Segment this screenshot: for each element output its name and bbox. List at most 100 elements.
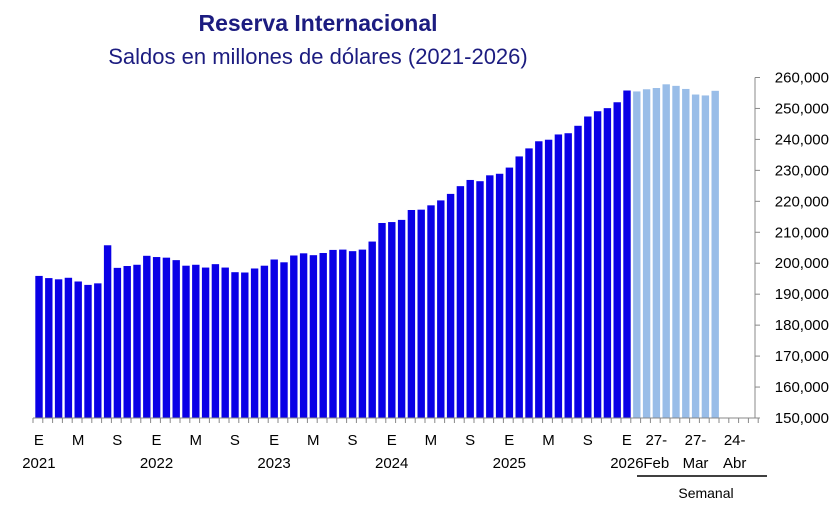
- x-tick-label: S: [230, 432, 240, 449]
- y-tick-label: 160,000: [775, 379, 829, 396]
- bar-monthly: [388, 222, 396, 418]
- x-tick-label: E: [504, 432, 514, 449]
- bar-monthly: [466, 179, 474, 418]
- x-tick-label: E: [622, 432, 632, 449]
- bar-monthly: [192, 264, 200, 418]
- bar-monthly: [201, 267, 210, 418]
- bar-monthly: [299, 253, 308, 418]
- bar-monthly: [319, 253, 327, 418]
- x-tick-label: 27-: [645, 432, 667, 449]
- bar-monthly: [368, 241, 376, 418]
- y-tick-label: 200,000: [775, 255, 829, 272]
- bar-monthly: [397, 219, 406, 418]
- x-tick-label: S: [465, 432, 475, 449]
- x-tick-label: Abr: [723, 455, 746, 472]
- bar-monthly: [407, 209, 416, 418]
- x-axis-ticks: E 2021 M S E 2022 M S E 2023 M S E 2024 M S E 2025 M S E 2026…: [22, 432, 746, 472]
- bar-monthly: [152, 257, 161, 418]
- y-tick-label: 170,000: [775, 348, 829, 365]
- bar-monthly: [495, 173, 504, 418]
- bar-monthly: [280, 262, 288, 418]
- bar-monthly: [84, 284, 92, 418]
- bar-monthly: [554, 134, 563, 418]
- bar-monthly: [290, 255, 298, 418]
- bar-monthly: [231, 272, 239, 418]
- bar-weekly: [701, 95, 710, 418]
- x-tick-label: 2024: [375, 455, 408, 472]
- bar-monthly: [211, 264, 220, 418]
- bar-monthly: [574, 125, 582, 418]
- x-tick-label: M: [189, 432, 202, 449]
- y-tick-label: 220,000: [775, 193, 829, 210]
- bar-monthly: [172, 260, 180, 418]
- bar-monthly: [456, 186, 465, 418]
- bar-monthly: [182, 265, 190, 418]
- y-tick-label: 230,000: [775, 162, 829, 179]
- bar-monthly: [54, 279, 63, 418]
- x-tick-label: Feb: [643, 455, 669, 472]
- bar-monthly: [417, 209, 425, 418]
- bar-monthly: [113, 267, 122, 418]
- bar-weekly: [672, 85, 680, 419]
- x-tick-label: M: [425, 432, 438, 449]
- bar-monthly: [378, 222, 386, 418]
- bar-monthly: [339, 249, 347, 418]
- x-tick-label: S: [583, 432, 593, 449]
- bar-monthly: [74, 281, 82, 418]
- bar-monthly: [437, 200, 445, 418]
- chart-title: Reserva Internacional: [198, 10, 438, 36]
- bar-monthly: [486, 175, 494, 418]
- bar-monthly: [505, 167, 514, 418]
- x-tick-label: 2022: [140, 455, 173, 472]
- bar-monthly: [260, 265, 269, 418]
- bar-monthly: [35, 275, 43, 418]
- x-tick-label: M: [542, 432, 555, 449]
- bar-monthly: [143, 255, 151, 418]
- bar-monthly: [250, 268, 259, 418]
- axes-group: [32, 77, 759, 423]
- semanal-group: Semanal: [637, 475, 767, 501]
- x-tick-label: S: [112, 432, 122, 449]
- bar-monthly: [45, 278, 53, 418]
- x-tick-label: E: [387, 432, 397, 449]
- bar-monthly: [593, 111, 602, 419]
- y-tick-label: 190,000: [775, 286, 829, 303]
- x-tick-label: 24-: [724, 432, 746, 449]
- bar-monthly: [348, 251, 357, 418]
- chart-subtitle: Saldos en millones de dólares (2021-2026…: [108, 44, 528, 69]
- bar-weekly: [652, 88, 661, 419]
- y-tick-label: 260,000: [775, 70, 829, 87]
- bar-monthly: [544, 139, 553, 418]
- bar-monthly: [123, 266, 131, 418]
- y-tick-label: 250,000: [775, 100, 829, 117]
- y-axis-ticks: 150,000 160,000 170,000 180,000 190,000 200,0…: [755, 70, 829, 427]
- bar-monthly: [623, 90, 631, 418]
- y-tick-label: 210,000: [775, 224, 829, 241]
- bar-monthly: [103, 245, 112, 418]
- bar-monthly: [162, 257, 171, 418]
- bar-monthly: [270, 259, 278, 418]
- bar-monthly: [603, 108, 612, 418]
- bar-weekly: [642, 89, 651, 418]
- bar-weekly: [711, 90, 719, 418]
- x-tick-label: E: [269, 432, 279, 449]
- bar-monthly: [525, 148, 533, 418]
- bar-monthly: [309, 255, 318, 418]
- bar-monthly: [329, 249, 337, 418]
- x-tick-label: S: [347, 432, 357, 449]
- bar-monthly: [476, 181, 484, 418]
- bar-weekly: [682, 88, 690, 418]
- bar-monthly: [64, 277, 73, 418]
- y-tick-label: 180,000: [775, 317, 829, 334]
- bar-monthly: [564, 133, 572, 418]
- bar-monthly: [241, 272, 249, 418]
- x-tick-label: 2026: [610, 455, 643, 472]
- x-tick-label: M: [307, 432, 320, 449]
- bar-weekly: [662, 84, 670, 418]
- bar-monthly: [358, 249, 367, 418]
- y-tick-label: 150,000: [775, 410, 829, 427]
- bar-weekly: [633, 91, 641, 419]
- bar-monthly: [584, 116, 592, 418]
- x-tick-label: Mar: [683, 455, 709, 472]
- bar-monthly: [94, 283, 102, 418]
